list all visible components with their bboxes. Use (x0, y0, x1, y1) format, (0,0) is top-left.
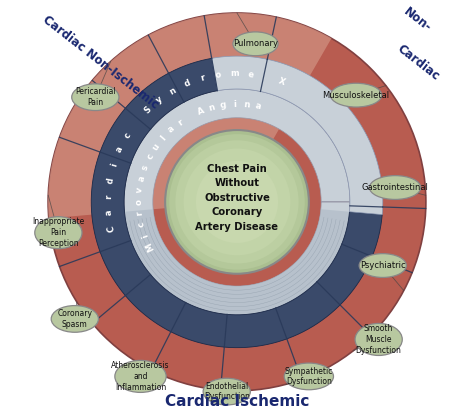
Ellipse shape (35, 217, 82, 249)
Circle shape (175, 140, 299, 264)
Polygon shape (212, 56, 383, 215)
Text: S: S (142, 105, 153, 116)
Polygon shape (124, 89, 350, 315)
Ellipse shape (115, 360, 166, 392)
Text: Atherosclerosis
and
Inflammation: Atherosclerosis and Inflammation (111, 361, 170, 392)
Text: Coronary
Spasm: Coronary Spasm (57, 309, 92, 329)
Text: v: v (135, 187, 145, 193)
Text: c: c (122, 131, 133, 140)
Text: o: o (215, 70, 222, 80)
Text: l: l (159, 134, 168, 142)
Text: r: r (176, 117, 185, 127)
Ellipse shape (51, 306, 99, 332)
Text: Cardiac Non-Ischemic: Cardiac Non-Ischemic (40, 13, 161, 112)
Text: Endothelial
Dysfunction: Endothelial Dysfunction (204, 382, 250, 401)
Text: m: m (230, 69, 239, 78)
Text: a: a (254, 101, 262, 111)
Text: e: e (247, 70, 254, 79)
Text: n: n (208, 102, 216, 112)
Text: Psychiatric: Psychiatric (360, 261, 406, 270)
Ellipse shape (330, 83, 382, 107)
Text: r: r (104, 194, 114, 199)
Text: Cardiac Ischemic: Cardiac Ischemic (165, 394, 309, 409)
Text: d: d (106, 177, 116, 184)
Circle shape (169, 134, 305, 269)
Ellipse shape (233, 32, 278, 56)
Polygon shape (91, 59, 382, 348)
Ellipse shape (369, 176, 421, 199)
Text: C: C (107, 225, 117, 232)
Circle shape (165, 130, 309, 274)
Text: y: y (155, 95, 164, 105)
Text: a: a (166, 124, 176, 135)
Text: s: s (140, 164, 151, 171)
Polygon shape (125, 209, 349, 315)
Text: g: g (219, 100, 227, 110)
Text: u: u (151, 142, 162, 152)
Text: c: c (137, 221, 147, 228)
Text: Sympathetic
Dysfunction: Sympathetic Dysfunction (285, 367, 333, 386)
Text: i: i (109, 162, 119, 168)
Text: Gastrointestinal: Gastrointestinal (362, 183, 428, 192)
Text: r: r (135, 211, 145, 216)
Ellipse shape (359, 254, 406, 277)
Text: Pulmonary: Pulmonary (233, 39, 278, 48)
Text: d: d (183, 78, 192, 89)
Ellipse shape (203, 378, 250, 405)
Text: X: X (277, 77, 286, 87)
Circle shape (183, 148, 291, 255)
Text: c: c (145, 152, 155, 161)
Text: a: a (105, 209, 114, 216)
Text: n: n (243, 100, 250, 109)
Text: i: i (141, 233, 150, 239)
Text: Inappropriate
Pain
Perception: Inappropriate Pain Perception (32, 218, 84, 248)
Text: A: A (196, 106, 205, 117)
Text: Cardiac: Cardiac (395, 42, 442, 83)
Text: r: r (199, 74, 206, 83)
Text: o: o (135, 199, 144, 205)
Text: i: i (233, 100, 236, 109)
Text: n: n (168, 86, 178, 96)
Text: Musculoskeletal: Musculoskeletal (322, 91, 390, 100)
Text: a: a (115, 145, 125, 154)
Ellipse shape (355, 323, 402, 356)
Ellipse shape (72, 84, 119, 110)
Ellipse shape (284, 363, 334, 390)
Circle shape (196, 161, 278, 243)
Text: Chest Pain
Without
Obstructive
Coronary
Artery Disease: Chest Pain Without Obstructive Coronary … (195, 164, 279, 232)
Text: Non-: Non- (401, 5, 434, 34)
Text: a: a (137, 175, 147, 183)
Text: Smooth
Muscle
Dysfunction: Smooth Muscle Dysfunction (356, 324, 401, 355)
Text: Pericardial
Pain: Pericardial Pain (75, 87, 116, 107)
Circle shape (48, 13, 426, 391)
Polygon shape (48, 13, 331, 218)
Text: M: M (144, 241, 156, 252)
